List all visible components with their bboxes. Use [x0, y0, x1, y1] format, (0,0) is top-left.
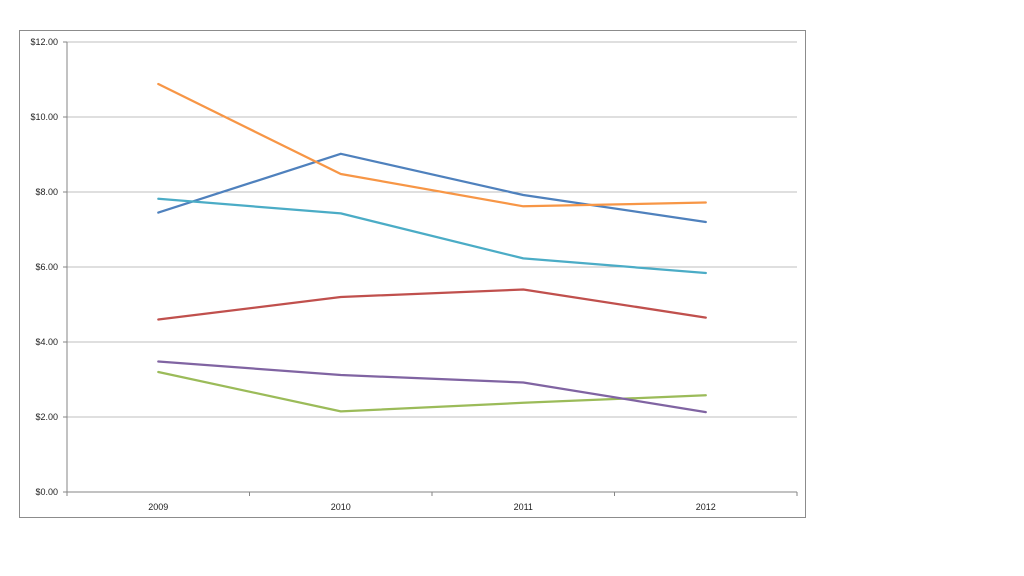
gridlines [67, 41, 797, 418]
x-tick-label: 2011 [514, 502, 533, 512]
y-tick-label: $8.00 [35, 187, 58, 197]
series-line-6 [157, 82, 707, 208]
x-tick-label: 2010 [331, 502, 351, 512]
y-tick-label: $10.00 [30, 112, 58, 122]
y-tick-label: $6.00 [35, 262, 58, 272]
x-tick-labels: 2009 2010 2011 2012 [148, 502, 716, 512]
series-line-1 [157, 152, 707, 224]
series-line-3 [157, 370, 707, 413]
x-tick-label: 2009 [148, 502, 168, 512]
line-chart: $0.00 $2.00 $4.00 $6.00 $8.00 $10.00 $12.00 20… [30, 37, 798, 512]
axes [63, 41, 798, 496]
y-tick-label: $12.00 [30, 37, 58, 47]
y-tick-label: $2.00 [35, 412, 58, 422]
series-line-4 [157, 360, 707, 414]
y-tick-label: $4.00 [35, 337, 58, 347]
y-tick-label: $0.00 [35, 487, 58, 497]
x-tick-label: 2012 [696, 502, 716, 512]
chart-frame: $0.00 $2.00 $4.00 $6.00 $8.00 $10.00 $12.00 20… [19, 30, 806, 518]
series-line-5 [157, 197, 707, 275]
y-tick-labels: $0.00 $2.00 $4.00 $6.00 $8.00 $10.00 $12.00 [30, 37, 58, 497]
series-lines [157, 82, 707, 414]
series-line-2 [157, 288, 707, 321]
